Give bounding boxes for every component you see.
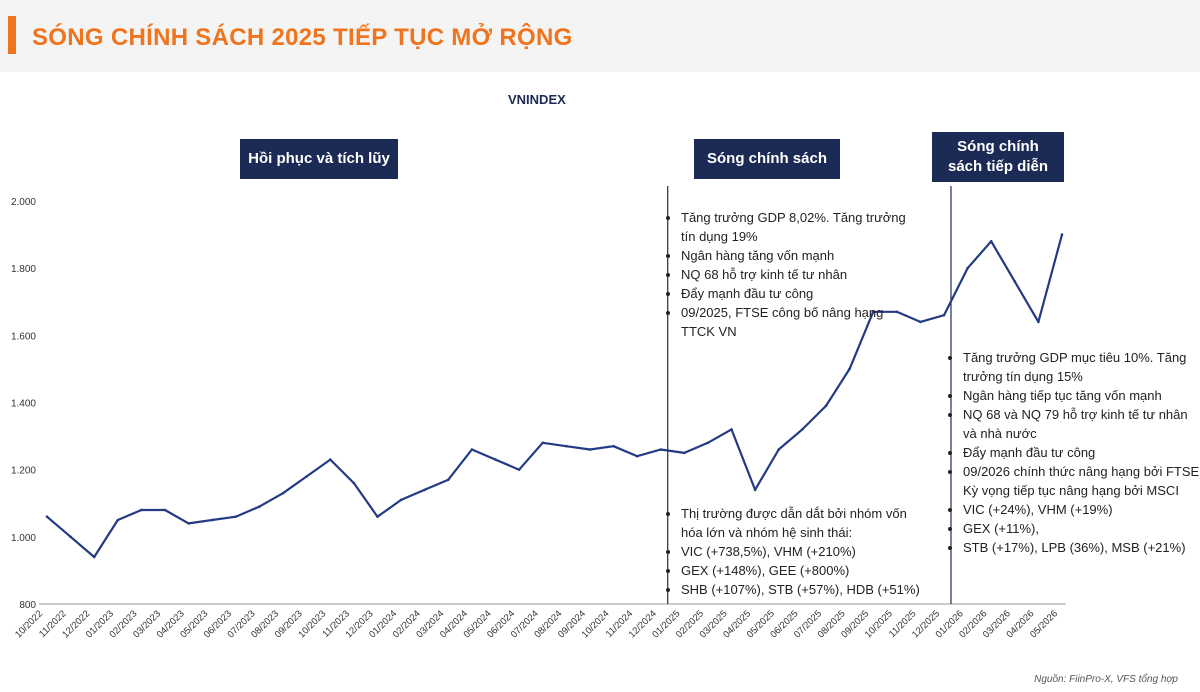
data-point (966, 266, 969, 270)
series-line-0 (46, 234, 1064, 559)
data-point (258, 505, 261, 508)
data-point (706, 441, 710, 445)
data-point (848, 367, 851, 371)
data-point (824, 404, 828, 408)
data-point (305, 475, 308, 478)
data-point (210, 518, 214, 522)
note-continued-3: Đẩy mạnh đầu tư công (963, 443, 1200, 462)
note-continued-5: VIC (+24%), VHM (+19%) (963, 500, 1200, 519)
data-point (730, 428, 733, 431)
note-policy-top-1: Ngân hàng tăng vốn mạnh (681, 246, 906, 265)
note-policy-top-0: Tăng trưởng GDP 8,02%. Tăng trưởng tín d… (681, 208, 906, 246)
data-point (588, 448, 592, 451)
data-point (801, 428, 804, 431)
y-tick-label: 800 (19, 600, 36, 611)
data-point (69, 535, 72, 539)
data-point (659, 448, 663, 451)
phase-label-recovery: Hồi phục và tích lũy (240, 139, 398, 179)
phase-label-policy-wave-continued: Sóng chính sách tiếp diễn (932, 132, 1064, 182)
data-point (777, 448, 781, 451)
note-continued-6: GEX (+11%), (963, 519, 1200, 538)
note-policy-top-4: 09/2025, FTSE công bố nâng hạng TTCK VN (681, 303, 906, 341)
data-point (942, 313, 946, 317)
page-title: SÓNG CHÍNH SÁCH 2025 TIẾP TỤC MỞ RỘNG (32, 24, 573, 51)
y-tick-label: 1.200 (11, 466, 36, 477)
data-point (517, 468, 521, 471)
note-policy-bottom-2: GEX (+148%), GEE (+800%) (681, 561, 931, 580)
data-point (989, 240, 993, 243)
data-point (399, 498, 403, 502)
notes-policy-top: Tăng trưởng GDP 8,02%. Tăng trưởng tín d… (663, 208, 906, 341)
data-point (234, 515, 238, 518)
source-note: Nguồn: FiinPro-X, VFS tổng hợp (1034, 674, 1178, 685)
data-point (895, 310, 899, 314)
chart-title: VNINDEX (508, 92, 566, 107)
data-point (423, 488, 426, 492)
data-point (494, 458, 497, 461)
data-point (871, 310, 875, 314)
title-accent-bar (8, 16, 16, 54)
note-continued-7: STB (+17%), LPB (36%), MSB (+21%) (963, 538, 1200, 557)
data-point (919, 320, 922, 324)
note-continued-1: Ngân hàng tiếp tục tăng vốn mạnh (963, 386, 1200, 405)
data-point (753, 488, 757, 492)
note-policy-top-3: Đẩy mạnh đầu tư công (681, 284, 906, 303)
data-point (328, 458, 332, 461)
data-point (470, 448, 474, 451)
note-policy-top-2: NQ 68 hỗ trợ kinh tế tư nhân (681, 265, 906, 284)
data-point (541, 441, 544, 445)
data-point (565, 444, 568, 448)
data-point (163, 508, 167, 512)
note-policy-bottom-3: SHB (+107%), STB (+57%), HDB (+51%) (681, 580, 931, 599)
data-point (352, 481, 356, 485)
data-point (1037, 320, 1040, 324)
data-point (187, 522, 190, 525)
note-policy-bottom-0: Thị trường được dẫn dắt bởi nhóm vốn hóa… (681, 504, 931, 542)
data-point (140, 508, 143, 512)
notes-continued: Tăng trưởng GDP mục tiêu 10%. Tăng trưởn… (945, 348, 1200, 557)
y-tick-label: 2.000 (11, 197, 36, 208)
note-continued-2: NQ 68 và NQ 79 hỗ trợ kinh tế tư nhân và… (963, 405, 1200, 443)
data-point (446, 478, 450, 482)
data-point (683, 451, 686, 455)
data-point (1060, 233, 1064, 236)
data-point (376, 515, 379, 518)
phase-label-policy-wave: Sóng chính sách (694, 139, 840, 179)
y-tick-label: 1.800 (11, 264, 36, 275)
data-point (612, 444, 615, 448)
data-point (635, 454, 639, 458)
note-continued-4: 09/2026 chính thức nâng hạng bởi FTSE. K… (963, 462, 1200, 500)
data-point (45, 515, 49, 518)
note-continued-0: Tăng trưởng GDP mục tiêu 10%. Tăng trưởn… (963, 348, 1200, 386)
data-point (1013, 280, 1017, 283)
y-tick-label: 1.600 (11, 331, 36, 342)
data-point (116, 518, 120, 522)
data-point (92, 555, 96, 559)
y-tick-label: 1.000 (11, 533, 36, 544)
y-tick-label: 1.400 (11, 399, 36, 410)
notes-policy-bottom: Thị trường được dẫn dắt bởi nhóm vốn hóa… (663, 504, 931, 599)
data-point (281, 491, 285, 495)
note-policy-bottom-1: VIC (+738,5%), VHM (+210%) (681, 542, 931, 561)
